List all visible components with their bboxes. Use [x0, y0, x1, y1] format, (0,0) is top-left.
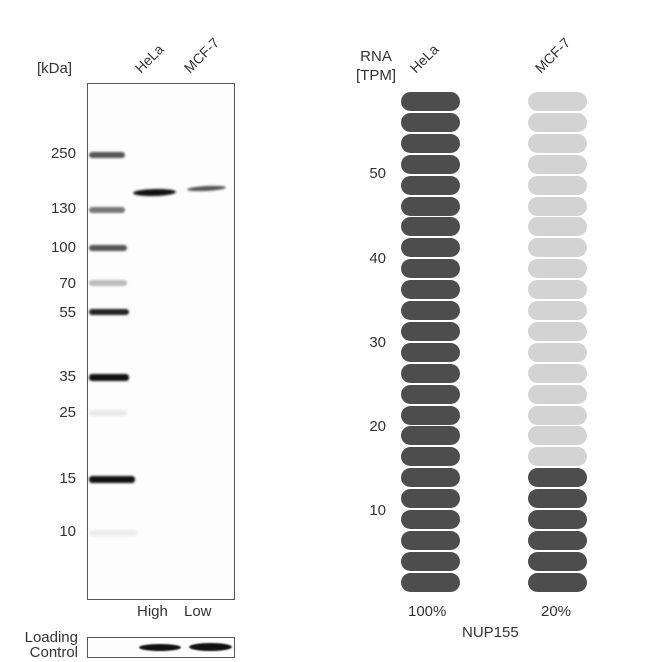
- lane-label-mcf7: MCF-7: [180, 34, 223, 76]
- rna-pill-filled: [401, 551, 460, 571]
- rna-pill-empty: [528, 447, 587, 467]
- rna-pill-filled: [401, 384, 460, 404]
- rna-pill-filled: [401, 301, 460, 320]
- rna-pill-filled: [401, 489, 460, 509]
- rna-pill-filled: [401, 217, 460, 237]
- loading-control-label: Loading Control: [16, 630, 78, 660]
- marker-10: 10: [59, 523, 76, 540]
- rna-pill-filled: [401, 426, 460, 446]
- marker-250: 250: [50, 145, 76, 162]
- rna-pill-filled: [401, 112, 460, 132]
- rna-pill-filled: [401, 238, 460, 258]
- ladder-band-100: [89, 245, 127, 251]
- rna-pill-empty: [528, 342, 587, 362]
- rna-pill-empty: [528, 301, 587, 320]
- marker-15: 15: [59, 470, 76, 487]
- loading-band-mcf7: [189, 643, 232, 651]
- rna-pill-filled: [528, 510, 587, 529]
- rna-pill-empty: [528, 405, 587, 425]
- rna-pill-filled: [401, 92, 460, 111]
- blot-membrane: [87, 83, 235, 600]
- rna-pill-empty: [528, 321, 587, 341]
- level-high: High: [137, 603, 168, 620]
- rna-lane-hela: HeLa: [406, 41, 442, 76]
- lane-label-hela: HeLa: [131, 41, 167, 76]
- ladder-band-35: [89, 374, 129, 381]
- rna-pill-filled: [528, 551, 587, 571]
- rna-pill-filled: [401, 280, 460, 300]
- rna-pill-filled: [401, 154, 460, 174]
- rna-pill-empty: [528, 280, 587, 300]
- rna-pill-empty: [528, 217, 587, 237]
- rna-pill-filled: [401, 133, 460, 153]
- marker-55: 55: [59, 304, 76, 321]
- rna-pill-filled: [528, 572, 587, 592]
- loading-control-line1: Loading: [24, 629, 78, 646]
- rna-pill-empty: [528, 175, 587, 195]
- rna-pill-filled: [401, 196, 460, 216]
- rna-pill-filled: [401, 342, 460, 362]
- gene-name-label: NUP155: [462, 624, 519, 641]
- rna-percent-mcf7: 20%: [541, 603, 572, 620]
- rna-pill-empty: [528, 196, 587, 216]
- rna-pill-filled: [401, 405, 460, 425]
- rna-pill-filled: [401, 175, 460, 195]
- marker-100: 100: [50, 239, 76, 256]
- rna-pill-filled: [528, 489, 587, 509]
- rna-pill-empty: [528, 238, 587, 258]
- rna-pill-empty: [528, 112, 587, 132]
- rna-tick-50: 50: [369, 165, 386, 182]
- rna-label-line2: [TPM]: [356, 67, 396, 84]
- rna-pill-empty: [528, 384, 587, 404]
- rna-axis-label: RNA [TPM]: [356, 47, 396, 85]
- rna-tick-30: 30: [369, 334, 386, 351]
- rna-pill-empty: [528, 426, 587, 446]
- rna-pill-empty: [528, 154, 587, 174]
- loading-control-strip: [87, 637, 235, 658]
- rna-lane-mcf7: MCF-7: [531, 34, 574, 76]
- ladder-band-55: [89, 309, 129, 315]
- rna-tick-10: 10: [369, 502, 386, 519]
- marker-70: 70: [59, 275, 76, 292]
- rna-pill-filled: [401, 321, 460, 341]
- marker-25: 25: [59, 404, 76, 421]
- rna-pill-filled: [401, 530, 460, 550]
- band-hela: [132, 188, 177, 197]
- ladder-band-15: [89, 476, 135, 483]
- rna-pill-empty: [528, 363, 587, 383]
- ladder-band-10: [89, 530, 137, 536]
- kda-unit-label: [kDa]: [37, 60, 73, 77]
- rna-pill-filled: [528, 468, 587, 488]
- ladder-band-25: [89, 410, 127, 416]
- rna-percent-hela: 100%: [408, 603, 447, 620]
- rna-pill-filled: [401, 363, 460, 383]
- rna-pill-empty: [528, 133, 587, 153]
- loading-control-line2: Control: [29, 644, 78, 661]
- rna-pill-filled: [401, 510, 460, 529]
- rna-pill-empty: [528, 259, 587, 279]
- marker-130: 130: [50, 200, 76, 217]
- rna-tick-40: 40: [369, 250, 386, 267]
- rna-pill-empty: [528, 92, 587, 111]
- rna-pill-filled: [401, 259, 460, 279]
- rna-label-line1: RNA: [360, 48, 392, 65]
- ladder-band-250: [89, 152, 125, 158]
- ladder-band-70: [89, 280, 127, 286]
- marker-35: 35: [59, 368, 76, 385]
- loading-band-hela: [139, 644, 181, 651]
- rna-pill-filled: [401, 572, 460, 592]
- level-low: Low: [184, 603, 212, 620]
- rna-tick-20: 20: [369, 418, 386, 435]
- ladder-band-130: [89, 207, 125, 213]
- rna-pill-filled: [528, 530, 587, 550]
- rna-pill-filled: [401, 468, 460, 488]
- rna-pill-filled: [401, 447, 460, 467]
- band-mcf7: [186, 184, 227, 193]
